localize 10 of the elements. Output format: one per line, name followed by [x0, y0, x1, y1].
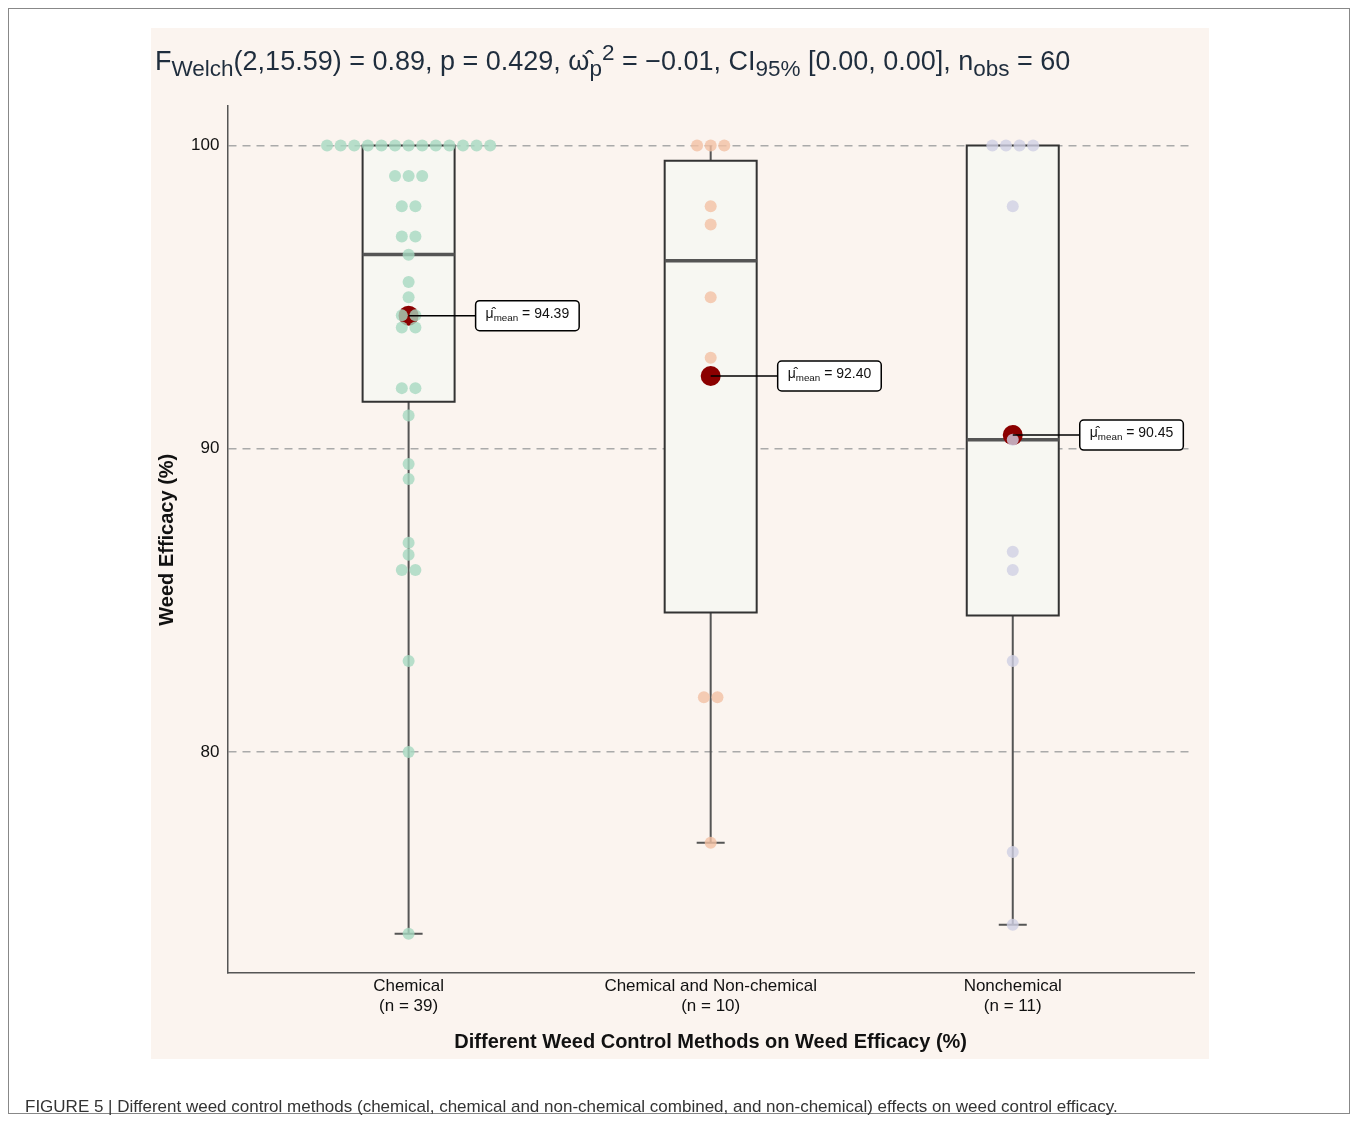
- y-tick-label: 100: [190, 135, 220, 155]
- y-axis-title: Weed Efficacy (%): [154, 453, 177, 626]
- chart-title: F$_{Welch}$(2,15.59) = 0.89, p = 0.429, ω̂$_{p}$$^{2}$ = −0.01, CI$_{95%}$ [0.00, 0.00], n$_{obs}$ = 60: [155, 40, 1071, 82]
- x-axis-title: Different Weed Control Methods on Weed Efficacy (%): [454, 1029, 967, 1052]
- x-tick-label: Chemical and Non-chemical (n = 10): [604, 976, 817, 1016]
- y-tick-label: 80: [200, 741, 220, 761]
- y-tick-label: 90: [200, 438, 220, 458]
- x-tick-label: Nonchemical (n = 11): [963, 976, 1062, 1016]
- x-tick-label: Chemical (n = 39): [373, 976, 445, 1016]
- caption: FIGURE 5 | Different weed control methods (chemical, chemical and non-chemical combined, and non-chemical) effects on weed control efficacy.: [25, 1097, 1118, 1117]
